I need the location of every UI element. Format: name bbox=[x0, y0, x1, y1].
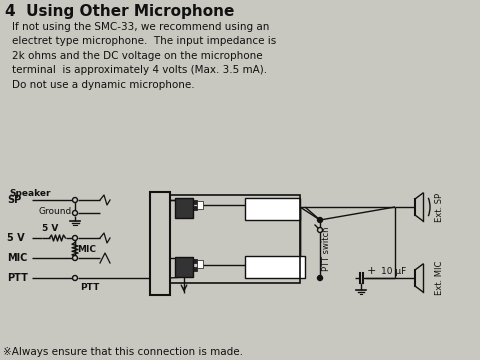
Bar bbox=[193, 267, 197, 271]
Text: Speaker: Speaker bbox=[9, 189, 51, 198]
Text: PTT: PTT bbox=[7, 273, 28, 283]
Circle shape bbox=[72, 256, 77, 261]
Text: PTT switch: PTT switch bbox=[322, 227, 331, 271]
Text: Ext. SP: Ext. SP bbox=[435, 193, 444, 221]
Bar bbox=[175, 257, 193, 277]
Circle shape bbox=[317, 217, 323, 222]
Text: 10 μF: 10 μF bbox=[381, 266, 406, 275]
Text: φ2.5: φ2.5 bbox=[261, 200, 283, 210]
Circle shape bbox=[72, 275, 77, 280]
Bar bbox=[193, 200, 197, 204]
Bar bbox=[150, 192, 170, 295]
Text: Ext. MIC: Ext. MIC bbox=[435, 261, 444, 295]
Bar bbox=[245, 256, 305, 278]
Circle shape bbox=[317, 275, 323, 280]
Text: Plug: Plug bbox=[262, 209, 283, 219]
Bar bbox=[175, 198, 193, 218]
Text: 4  Using Other Microphone: 4 Using Other Microphone bbox=[5, 4, 234, 19]
Text: Ground: Ground bbox=[38, 207, 72, 216]
Text: φ3.5 Plug: φ3.5 Plug bbox=[252, 262, 298, 272]
Bar bbox=[193, 206, 197, 210]
Bar bbox=[197, 260, 203, 268]
Bar bbox=[245, 198, 300, 220]
Circle shape bbox=[72, 235, 77, 240]
Text: If not using the SMC-33, we recommend using an
electret type microphone.  The in: If not using the SMC-33, we recommend us… bbox=[12, 22, 276, 90]
Text: ※Always ensure that this connection is made.: ※Always ensure that this connection is m… bbox=[3, 347, 243, 357]
Bar bbox=[193, 259, 197, 263]
Circle shape bbox=[72, 211, 77, 216]
Text: ※: ※ bbox=[159, 233, 171, 247]
Text: PTT: PTT bbox=[80, 284, 100, 292]
Text: MIC: MIC bbox=[77, 245, 96, 254]
Text: MIC: MIC bbox=[7, 253, 27, 263]
Text: 5 V: 5 V bbox=[7, 233, 24, 243]
Bar bbox=[197, 201, 203, 209]
Text: SP: SP bbox=[7, 195, 21, 205]
Bar bbox=[170, 195, 300, 283]
Circle shape bbox=[72, 198, 77, 202]
Text: 5 V: 5 V bbox=[42, 224, 58, 233]
Text: +: + bbox=[366, 266, 376, 276]
Circle shape bbox=[317, 228, 323, 233]
